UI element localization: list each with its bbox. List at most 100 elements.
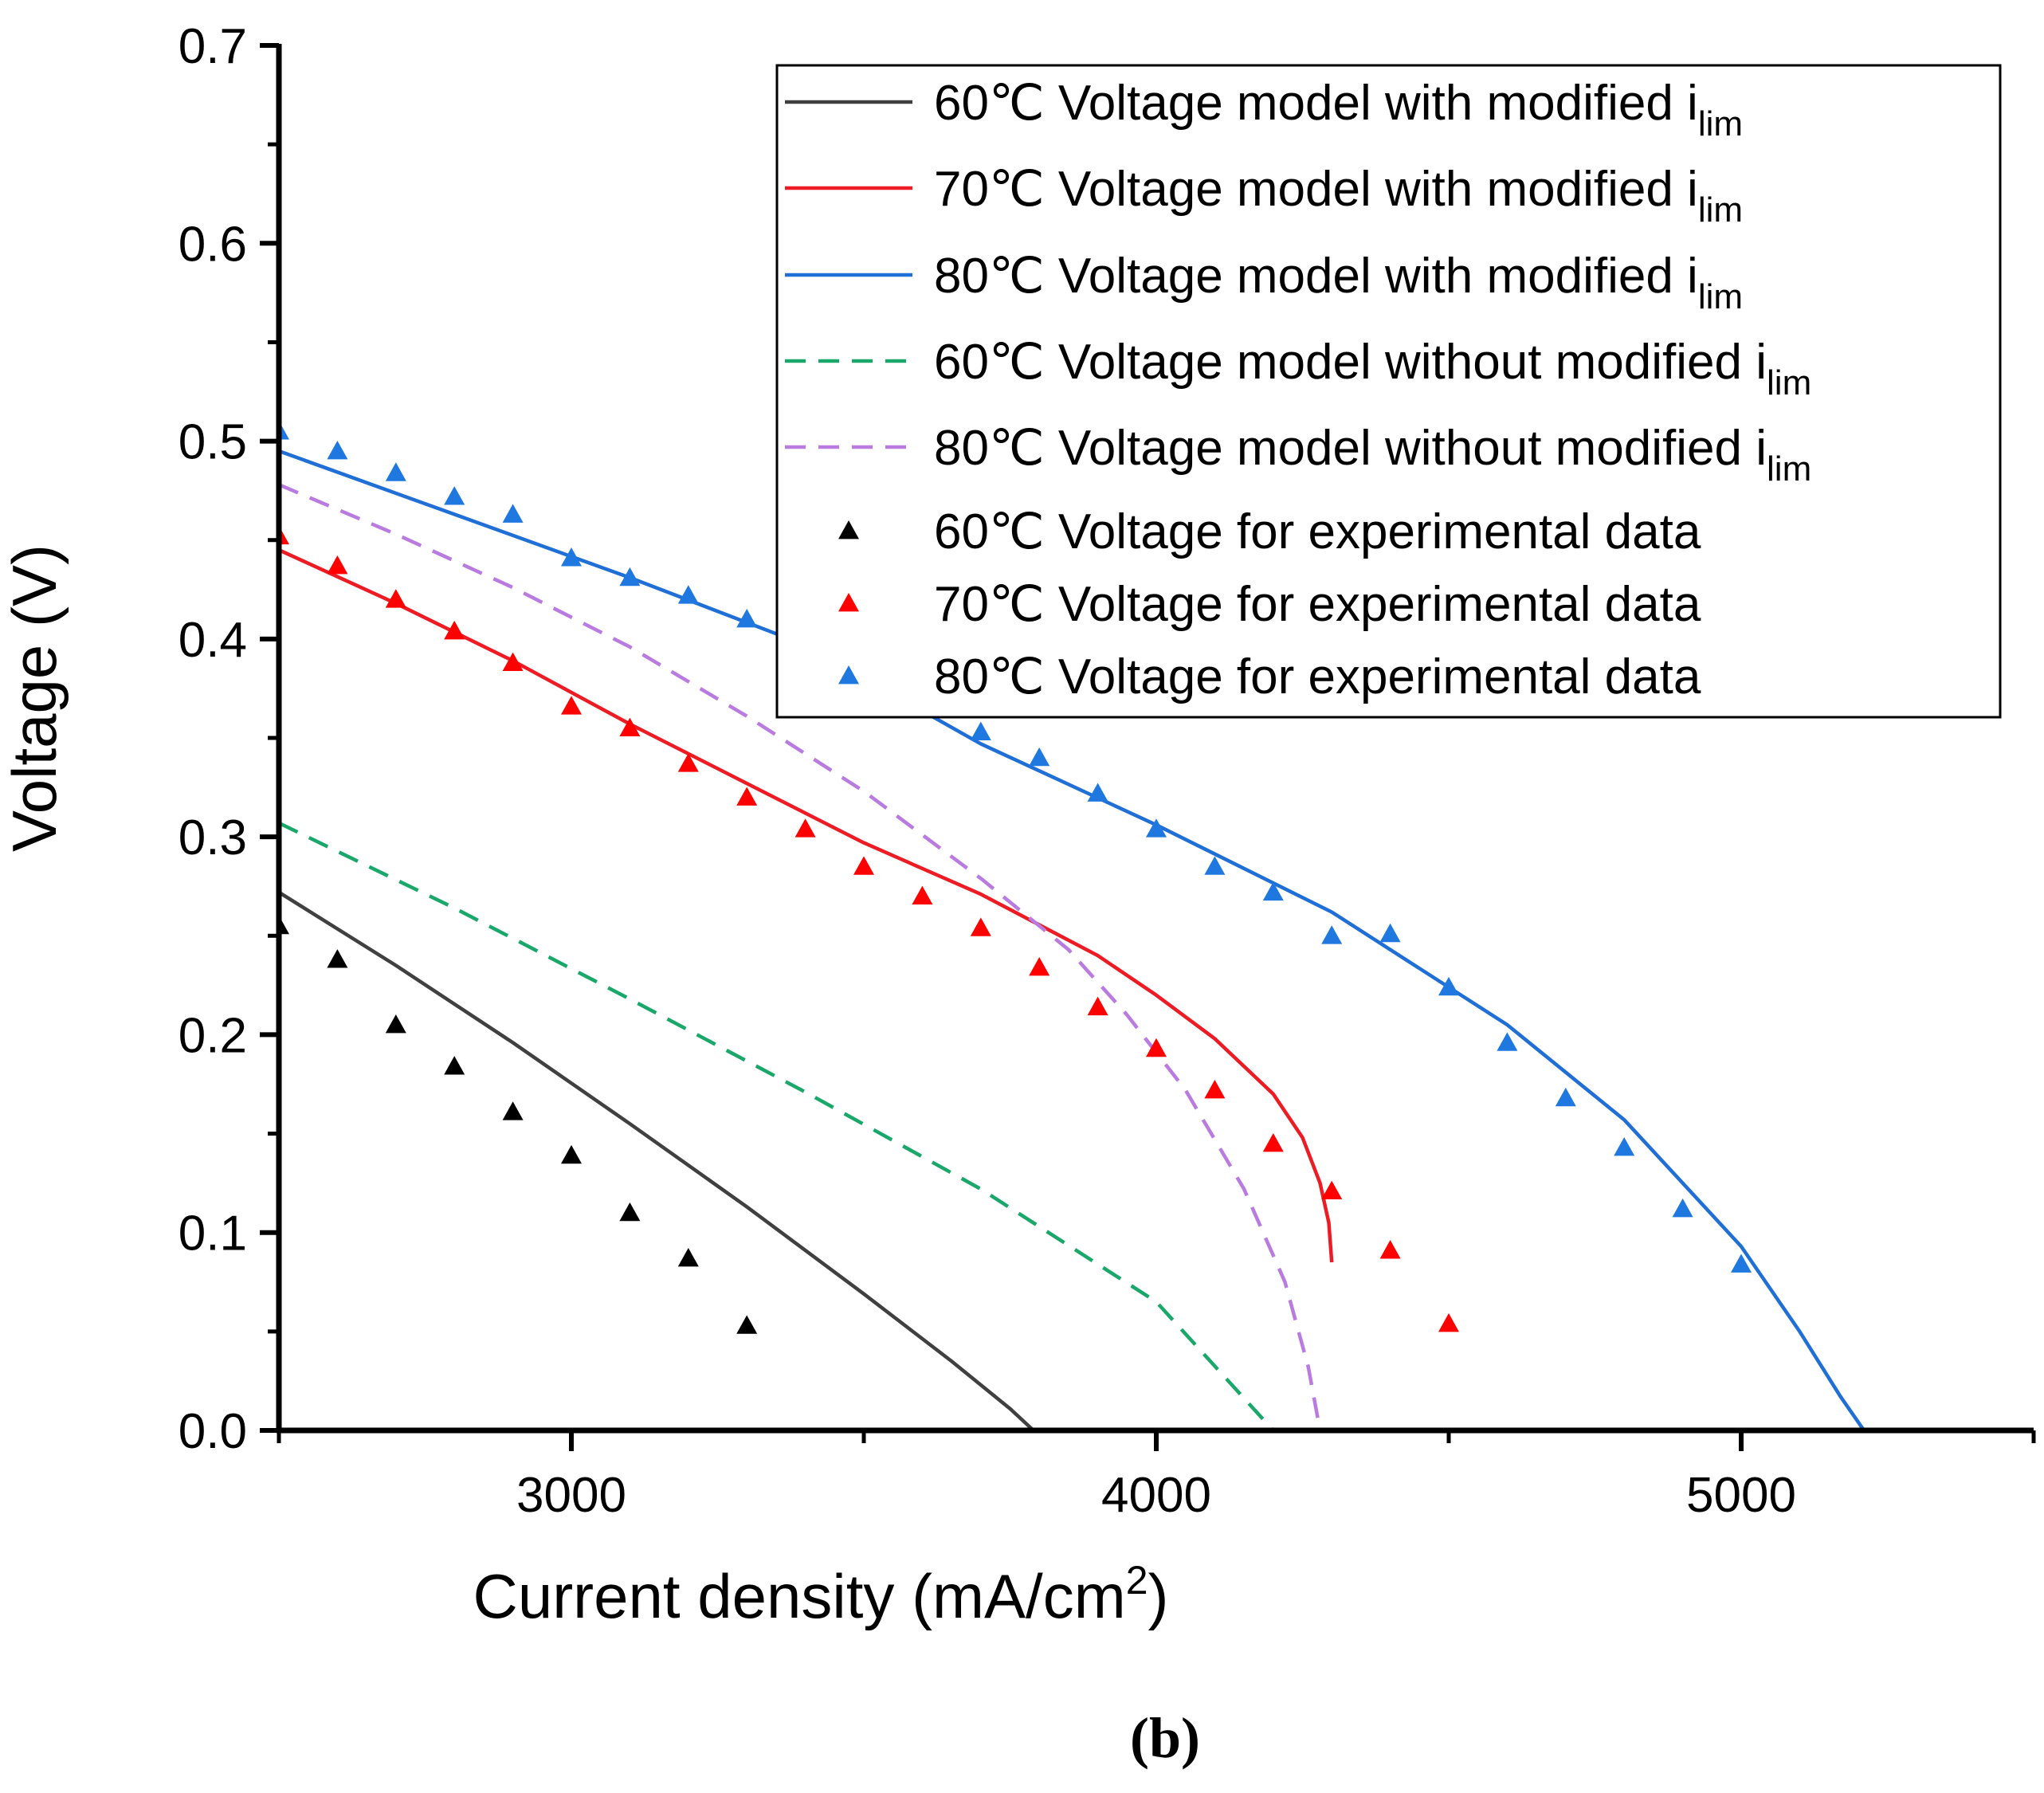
data-point-7-21 <box>1672 1198 1693 1218</box>
data-point-7-6 <box>619 567 641 587</box>
data-point-7-19 <box>1555 1087 1576 1107</box>
data-point-6-9 <box>794 818 816 838</box>
data-point-5-8 <box>736 1315 758 1334</box>
data-point-7-11 <box>1087 783 1108 802</box>
x-tick-label: 5000 <box>1686 1468 1796 1523</box>
legend-label-subscript: lim <box>1698 277 1743 316</box>
x-axis-title-suffix: ) <box>1148 1561 1169 1631</box>
data-point-7-13 <box>1204 856 1226 875</box>
data-point-7-4 <box>502 504 524 523</box>
legend-label-text: 70℃ Voltage for experimental data <box>934 577 1701 632</box>
data-point-6-12 <box>970 917 991 936</box>
y-axis-title: Voltage (V) <box>0 544 69 852</box>
data-point-6-10 <box>853 856 874 875</box>
legend: 60℃ Voltage model with modified ilim70℃ … <box>775 64 2002 719</box>
data-point-6-13 <box>1029 957 1050 976</box>
data-point-7-20 <box>1614 1136 1635 1156</box>
data-point-6-8 <box>736 787 758 806</box>
legend-label-subscript: lim <box>1698 190 1743 230</box>
x-axis-title-main: Current density (mA/cm <box>473 1561 1126 1631</box>
data-point-7-2 <box>385 462 406 481</box>
data-point-7-7 <box>677 585 699 604</box>
data-point-6-14 <box>1087 996 1108 1016</box>
data-point-5-3 <box>444 1056 465 1075</box>
legend-swatch-7 <box>838 665 859 685</box>
data-point-5-7 <box>677 1247 699 1267</box>
data-point-6-20 <box>1438 1312 1459 1332</box>
data-point-6-3 <box>444 620 465 640</box>
y-tick-label: 0.1 <box>179 1206 247 1261</box>
series-line-0 <box>279 890 1035 1430</box>
data-point-7-17 <box>1438 976 1459 996</box>
y-tick-label: 0.6 <box>179 217 247 272</box>
data-point-6-4 <box>502 652 524 672</box>
series-line-4 <box>279 483 1322 1430</box>
series-line-3 <box>279 821 1275 1430</box>
data-point-5-1 <box>327 949 348 968</box>
axes: 0.0 0.1 0.2 0.3 0.4 0.5 0.6 0.7 3000 4000 5000 <box>179 19 2036 1523</box>
data-point-7-5 <box>561 547 582 567</box>
legend-label-1: 70℃ Voltage model with modified ilim <box>934 162 1743 230</box>
x-tick-label: 4000 <box>1101 1468 1211 1523</box>
data-point-6-5 <box>561 696 582 715</box>
legend-label-7: 80℃ Voltage for experimental data <box>934 649 1701 704</box>
series-group <box>279 421 1865 1430</box>
y-tick-label: 0.4 <box>179 613 247 668</box>
series-line-1 <box>279 548 1334 1263</box>
data-point-6-6 <box>619 717 641 736</box>
data-point-7-3 <box>444 486 465 505</box>
data-point-5-5 <box>561 1144 582 1164</box>
data-point-7-8 <box>736 609 758 628</box>
legend-label-3: 60℃ Voltage model without modified ilim <box>934 335 1811 402</box>
data-point-7-9 <box>970 721 991 740</box>
legend-label-5: 60℃ Voltage for experimental data <box>934 504 1701 559</box>
data-point-7-12 <box>1146 818 1167 838</box>
y-tick-label: 0.3 <box>179 810 247 865</box>
legend-label-4: 80℃ Voltage model without modified ilim <box>934 421 1811 488</box>
legend-label-subscript: lim <box>1698 104 1743 143</box>
legend-label-text: 80℃ Voltage model with modified i <box>934 249 1698 304</box>
data-point-5-6 <box>619 1202 641 1222</box>
legend-swatch-6 <box>838 593 859 612</box>
y-tick-label: 0.0 <box>179 1404 247 1459</box>
data-point-6-16 <box>1204 1079 1226 1099</box>
data-point-5-2 <box>385 1014 406 1034</box>
x-axis-title: Current density (mA/cm2) <box>473 1558 1169 1631</box>
data-point-6-7 <box>677 753 699 772</box>
data-point-6-17 <box>1262 1132 1284 1152</box>
legend-label-text: 60℃ Voltage model without modified i <box>934 335 1767 390</box>
data-point-5-4 <box>502 1101 524 1120</box>
legend-label-subscript: lim <box>1767 449 1811 488</box>
legend-label-6: 70℃ Voltage for experimental data <box>934 577 1701 632</box>
y-tick-label: 0.7 <box>179 19 247 74</box>
x-tick-label: 3000 <box>516 1468 626 1523</box>
y-tick-label: 0.5 <box>179 415 247 470</box>
panel-label: (b) <box>1130 1706 1200 1770</box>
legend-label-text: 60℃ Voltage model with modified i <box>934 76 1698 131</box>
plot-area <box>279 421 1865 1430</box>
data-point-7-18 <box>1497 1032 1518 1051</box>
legend-label-subscript: lim <box>1767 363 1811 402</box>
data-point-7-16 <box>1379 923 1401 943</box>
legend-label-text: 80℃ Voltage for experimental data <box>934 649 1701 704</box>
data-point-7-1 <box>327 440 348 460</box>
data-point-6-1 <box>327 555 348 575</box>
legend-label-2: 80℃ Voltage model with modified ilim <box>934 249 1743 316</box>
data-point-7-14 <box>1262 881 1284 901</box>
data-point-6-11 <box>912 885 933 905</box>
legend-label-text: 60℃ Voltage for experimental data <box>934 504 1701 559</box>
legend-label-text: 70℃ Voltage model with modified i <box>934 162 1698 217</box>
data-point-6-19 <box>1379 1240 1401 1259</box>
data-point-6-18 <box>1321 1180 1343 1199</box>
data-point-6-15 <box>1146 1038 1167 1057</box>
legend-frame <box>775 64 2002 719</box>
data-point-7-10 <box>1029 747 1050 767</box>
legend-swatch-5 <box>838 520 859 539</box>
y-tick-label: 0.2 <box>179 1008 247 1063</box>
data-point-7-22 <box>1731 1254 1752 1273</box>
data-point-7-15 <box>1321 925 1343 944</box>
legend-label-0: 60℃ Voltage model with modified ilim <box>934 76 1743 143</box>
x-axis-title-sup: 2 <box>1126 1558 1148 1603</box>
legend-label-text: 80℃ Voltage model without modified i <box>934 421 1767 476</box>
